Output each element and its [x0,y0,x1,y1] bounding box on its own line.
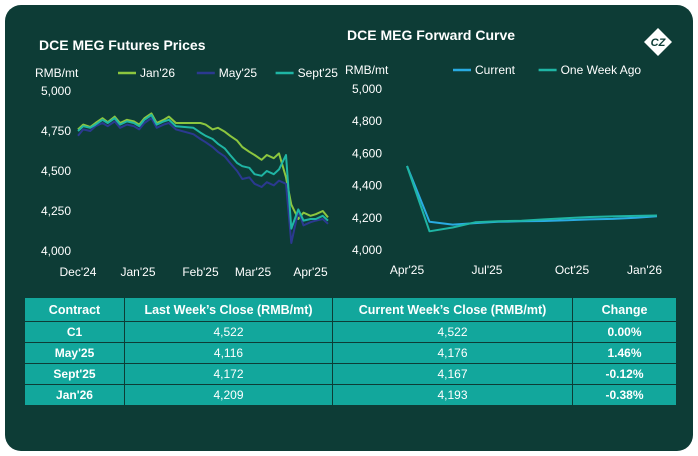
change-cell: -0.12% [572,363,677,385]
y-tick-label: 5,000 [41,84,71,98]
futures-price-chart: RMB/mt 4,000 4,250 4,500 4,750 5,000 Dec'24 Jan… [35,66,339,279]
table-row: Jan'26 4,209 4,193 -0.38% [24,384,677,406]
x-tick-label: Oct'25 [555,263,590,277]
current-week-cell: 4,176 [332,342,573,364]
y-axis-unit-label: RMB/mt [35,66,79,80]
contract-cell: Sept'25 [24,363,125,385]
contract-table: Contract Last Week’s Close (RMB/mt) Curr… [24,297,677,406]
header-last-week: Last Week’s Close (RMB/mt) [124,297,333,322]
y-tick-label: 4,750 [41,124,71,138]
x-tick-label: Mar'25 [235,265,272,279]
x-tick-label: Jan'26 [627,263,662,277]
y-tick-label: 4,400 [352,179,382,193]
change-cell: -0.38% [572,384,677,406]
legend-label-may-25: May'25 [219,66,258,80]
x-tick-label: Apr'25 [293,265,328,279]
table-row: C1 4,522 4,522 0.00% [24,321,677,343]
legend-label-current: Current [475,63,516,77]
y-tick-label: 4,000 [41,244,71,258]
table-row: Sept'25 4,172 4,167 -0.12% [24,363,677,385]
change-cell: 0.00% [572,321,677,343]
series-line-one-week-ago [406,165,658,233]
x-tick-label: Jan'25 [121,265,156,279]
header-current-week: Current Week’s Close (RMB/mt) [332,297,573,322]
series-line-jan-26 [77,112,329,220]
y-tick-label: 4,000 [352,243,382,257]
series-line-sept-25 [77,114,329,230]
current-week-cell: 4,522 [332,321,573,343]
x-tick-label: Dec'24 [60,265,97,279]
cz-diamond-logo-icon: CZ [644,28,672,56]
last-week-cell: 4,172 [124,363,333,385]
y-tick-label: 4,600 [352,146,382,160]
futures-chart-title: DCE MEG Futures Prices [39,37,206,53]
current-week-cell: 4,167 [332,363,573,385]
y-tick-label: 4,800 [352,114,382,128]
legend-label-jan-26: Jan'26 [140,66,175,80]
x-tick-label: Jul'25 [472,263,503,277]
last-week-cell: 4,209 [124,384,333,406]
series-line-may-25 [77,117,329,244]
y-tick-label: 4,500 [41,164,71,178]
contract-cell: May'25 [24,342,125,364]
current-week-cell: 4,193 [332,384,573,406]
table-header-row: Contract Last Week’s Close (RMB/mt) Curr… [24,297,677,322]
change-cell: 1.46% [572,342,677,364]
legend-label-one-week-ago: One Week Ago [561,63,642,77]
table-row: May'25 4,116 4,176 1.46% [24,342,677,364]
y-tick-label: 5,000 [352,82,382,96]
legend-label-sept-25: Sept'25 [298,66,339,80]
last-week-cell: 4,116 [124,342,333,364]
contract-cell: Jan'26 [24,384,125,406]
y-tick-label: 4,200 [352,211,382,225]
forward-curve-chart: RMB/mt 4,000 4,200 4,400 4,600 4,800 5,000 Apr'… [345,63,662,277]
header-contract: Contract [24,297,125,322]
x-tick-label: Feb'25 [182,265,219,279]
x-tick-label: Apr'25 [390,263,425,277]
contract-cell: C1 [24,321,125,343]
header-change: Change [572,297,677,322]
logo-text: CZ [651,37,667,49]
forward-chart-title: DCE MEG Forward Curve [347,27,516,43]
series-line-current [406,165,658,226]
y-axis-unit-label: RMB/mt [345,63,389,77]
report-card: DCE MEG Futures Prices DCE MEG Forward C… [5,5,693,451]
last-week-cell: 4,522 [124,321,333,343]
y-tick-label: 4,250 [41,204,71,218]
